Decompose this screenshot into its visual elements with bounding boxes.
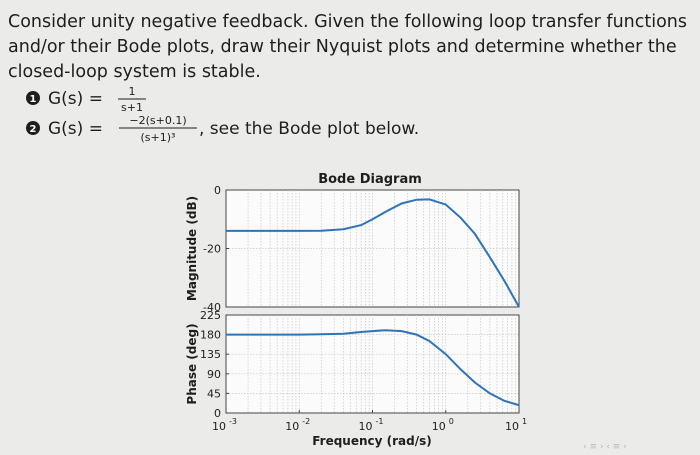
- fraction-denominator: s+1: [121, 101, 143, 114]
- chart-title: Bode Diagram: [318, 172, 422, 187]
- phase-y-tick-label: 180: [200, 329, 221, 342]
- problem-line-1: Consider unity negative feedback. Given …: [8, 12, 687, 32]
- x-tick-label-base: 10: [359, 420, 373, 433]
- magnitude-y-tick-label: -40: [203, 301, 221, 314]
- problem-line-2: and/or their Bode plots, draw their Nyqu…: [8, 37, 677, 57]
- magnitude-y-axis-label: Magnitude (dB): [185, 196, 199, 301]
- item-number: 1: [30, 94, 37, 105]
- x-tick-label-base: 10: [212, 420, 226, 433]
- bode-chart: Bode Diagram Frequency (rad/s) 0-20-40Ma…: [185, 172, 527, 448]
- phase-y-tick-label: 135: [200, 348, 221, 361]
- x-tick-label-exponent: 1: [522, 417, 527, 426]
- x-tick-label-exponent: -2: [302, 417, 310, 426]
- x-tick-label-base: 10: [432, 420, 446, 433]
- phase-y-tick-label: 90: [207, 368, 221, 381]
- phase-y-tick-label: 45: [207, 387, 221, 400]
- item-2: 2 G(s) = −2(s+0.1) (s+1)³ , see the Bode…: [26, 114, 419, 144]
- x-tick-label-base: 10: [285, 420, 299, 433]
- x-tick-label-exponent: 0: [449, 417, 454, 426]
- phase-y-axis-label: Phase (deg): [185, 323, 199, 404]
- phase-y-tick-label: 0: [214, 407, 221, 420]
- item-number: 2: [30, 124, 37, 135]
- magnitude-y-tick-label: -20: [203, 243, 221, 256]
- phase-y-tick-label: 225: [200, 309, 221, 322]
- x-tick-label-exponent: -1: [376, 417, 384, 426]
- phase-series-line: [226, 329, 520, 407]
- magnitude-series-line: [226, 198, 520, 308]
- x-tick-label-base: 10: [505, 420, 519, 433]
- item-suffix: , see the Bode plot below.: [199, 119, 419, 139]
- magnitude-y-tick-label: 0: [214, 184, 221, 197]
- item-number-badge: [26, 91, 40, 105]
- problem-line-3: closed-loop system is stable.: [8, 62, 261, 82]
- fraction-numerator: 1: [129, 85, 136, 98]
- x-tick-label-exponent: -3: [229, 417, 237, 426]
- page-nav-decoration: ‹ ≡ › ‹ ≡ ›: [583, 442, 627, 452]
- x-axis-label: Frequency (rad/s): [312, 434, 432, 448]
- item-lhs: G(s) =: [48, 89, 103, 109]
- item-number-badge: [26, 121, 40, 135]
- item-lhs: G(s) =: [48, 119, 103, 139]
- fraction-numerator: −2(s+0.1): [129, 114, 186, 127]
- item-1: 1 G(s) = 1 s+1: [26, 85, 146, 114]
- fraction-denominator: (s+1)³: [141, 131, 176, 144]
